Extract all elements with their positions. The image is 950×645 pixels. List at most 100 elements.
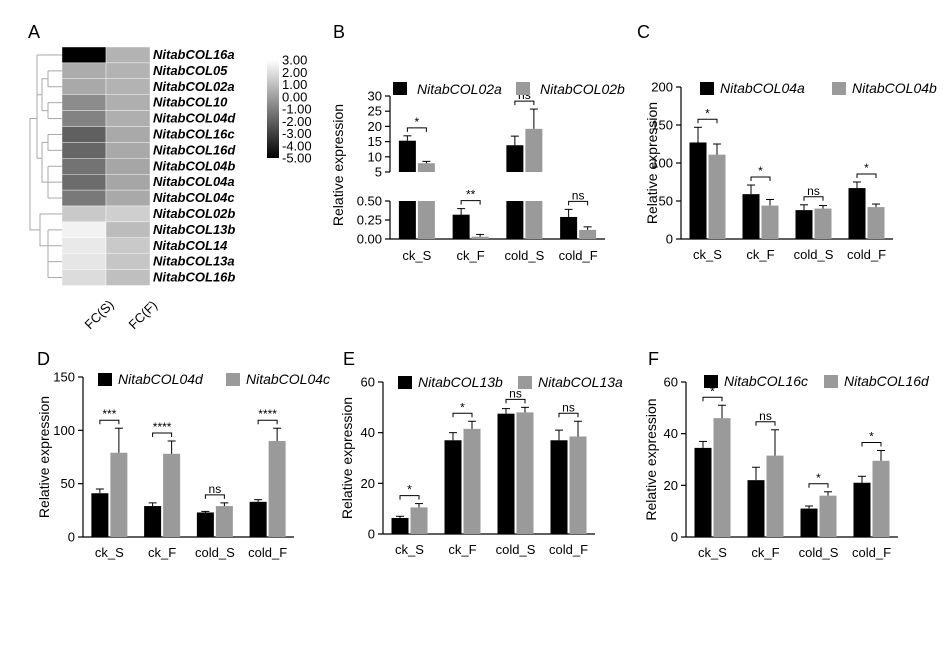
bar (713, 418, 731, 537)
significance-label: ns (509, 386, 522, 400)
legend-label: NitabCOL13b (418, 374, 503, 390)
bar (497, 413, 515, 534)
y-tick-label: 0.00 (357, 232, 382, 247)
significance-bracket (755, 421, 776, 426)
heatmap-cell (61, 46, 107, 64)
heatmap-row-label: NitabCOL04d (153, 111, 236, 126)
colorbar-tick-label: 2.00 (282, 65, 307, 80)
heatmap-cell (105, 269, 151, 286)
colorbar (267, 60, 279, 158)
y-tick-label: 150 (53, 370, 75, 385)
heatmap-row-label: NitabCOL16b (153, 270, 235, 285)
panel-label-e: E (343, 349, 355, 369)
y-tick-label: 20 (361, 476, 375, 491)
significance-bracket (568, 200, 589, 206)
x-category-label: cold_F (559, 248, 598, 263)
significance-bracket (99, 419, 120, 425)
y-tick-label: 0 (671, 530, 678, 545)
legend-swatch (516, 82, 530, 95)
heatmap-cell (61, 221, 107, 238)
heatmap-cell (105, 253, 151, 270)
significance-label: * (864, 161, 869, 175)
heatmap-cell (61, 142, 107, 159)
significance-bracket (808, 483, 829, 488)
bar (525, 201, 543, 239)
significance-bracket (861, 441, 882, 447)
heatmap-cell (105, 189, 151, 207)
heatmap-cell (61, 158, 107, 175)
y-axis-label: Relative expression (36, 396, 52, 518)
legend-label: NitabCOL16d (844, 373, 930, 389)
panel-label-c: C (637, 22, 650, 42)
x-category-label: cold_S (496, 542, 536, 557)
y-tick-label: 5 (375, 165, 382, 180)
significance-bracket (399, 495, 420, 500)
heatmap-cell (105, 126, 151, 143)
legend-swatch (226, 373, 240, 386)
x-category-label: cold_S (794, 247, 834, 262)
legend-swatch (398, 376, 412, 389)
x-category-label: ck_F (457, 248, 485, 263)
bar (110, 452, 128, 537)
colorbar-tick-label: -5.00 (282, 151, 312, 166)
heatmap-cell (105, 62, 151, 80)
heatmap-row-label: NitabCOL04b (153, 158, 235, 173)
y-axis-label: Relative expression (330, 104, 346, 226)
bar (708, 154, 726, 239)
significance-label: ns (572, 188, 585, 202)
bar (747, 480, 765, 537)
significance-bracket (204, 494, 225, 499)
y-tick-label: 0 (68, 530, 75, 545)
y-axis-label: Relative expression (644, 102, 660, 224)
colorbar-tick-label: -4.00 (282, 138, 312, 153)
bar (215, 506, 233, 537)
x-category-label: cold_F (248, 545, 287, 560)
x-category-label: ck_S (395, 542, 424, 557)
significance-label: ** (466, 188, 476, 202)
significance-label: * (710, 384, 715, 398)
bar (516, 412, 534, 534)
heatmap-row-label: NitabCOL16c (153, 127, 235, 142)
legend-label: NitabCOL02a (417, 81, 502, 97)
bar (819, 495, 837, 537)
y-tick-label: 40 (361, 425, 375, 440)
bar (444, 440, 462, 534)
bar (800, 508, 818, 537)
legend-label: NitabCOL04b (852, 80, 937, 96)
colorbar-tick-label: 3.00 (282, 53, 307, 68)
heatmap-row-label: NitabCOL14 (153, 238, 228, 253)
colorbar-tick-label: 1.00 (282, 77, 307, 92)
heatmap-cell (105, 237, 151, 254)
colorbar-tick-label: -1.00 (282, 102, 312, 117)
bar (471, 236, 489, 239)
y-tick-label: 20 (664, 478, 678, 493)
significance-bracket (514, 100, 535, 106)
significance-bracket (257, 419, 278, 425)
significance-bracket (750, 176, 771, 182)
heatmap-cell (61, 126, 107, 143)
bar (766, 455, 784, 537)
significance-bracket (505, 398, 526, 404)
colorbar-tick-label: -2.00 (282, 114, 312, 129)
significance-label: * (460, 400, 465, 414)
heatmap-cell (105, 142, 151, 159)
significance-label: * (415, 115, 420, 129)
legend-swatch (824, 375, 838, 388)
y-tick-label: 100 (53, 423, 75, 438)
bar (391, 518, 409, 534)
y-axis-label: Relative expression (643, 398, 659, 520)
y-tick-label: 40 (664, 426, 678, 441)
bar (410, 507, 428, 534)
bar (144, 506, 162, 537)
significance-bracket (460, 200, 481, 205)
bar (525, 128, 543, 172)
y-axis-label: Relative expression (339, 397, 355, 519)
bar (550, 440, 568, 534)
bar (163, 453, 181, 537)
dendrogram-branch (29, 118, 40, 231)
bar (761, 205, 779, 239)
legend-label: NitabCOL04d (118, 371, 204, 387)
x-category-label: cold_F (847, 247, 886, 262)
heatmap-cell (105, 110, 151, 127)
